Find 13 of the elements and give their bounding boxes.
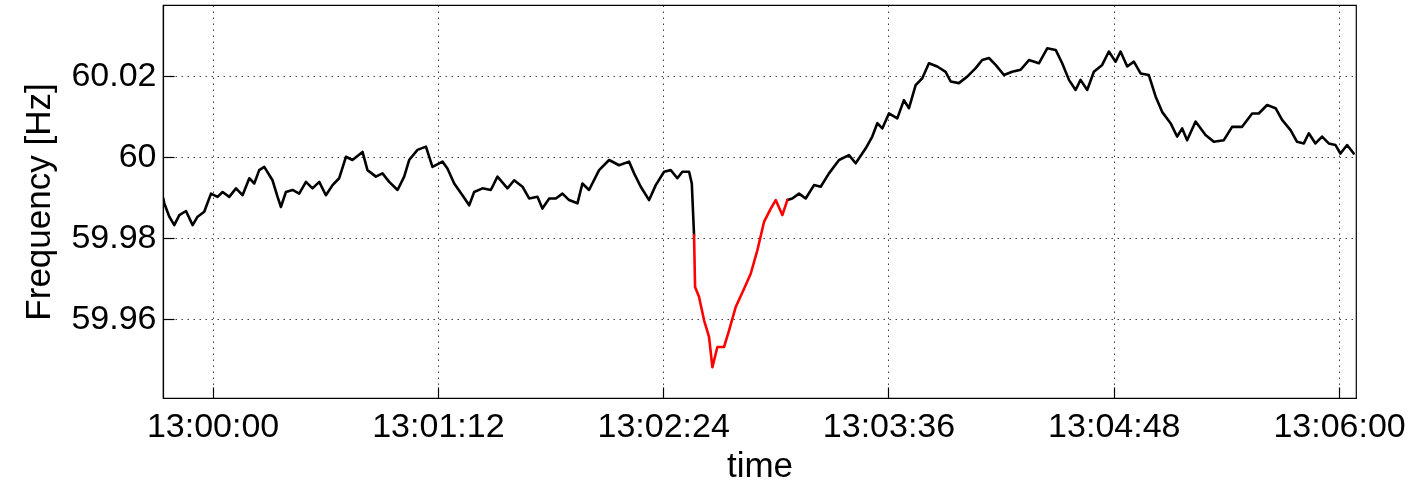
x-tick-label: 13:06:00 [1273, 405, 1406, 444]
y-axis-title: Frequency [Hz] [17, 83, 57, 321]
x-tick-label: 13:00:00 [146, 405, 280, 444]
x-axis-title: time [726, 444, 794, 484]
x-tick-label: 13:04:48 [1048, 405, 1181, 444]
y-tick-label: 59.98 [71, 217, 157, 256]
x-tick-label: 13:02:24 [597, 405, 730, 444]
y-tick-label: 59.96 [71, 298, 157, 337]
y-tick-label: 60 [118, 136, 157, 175]
x-tick-label: 13:01:12 [372, 405, 505, 444]
x-tick-label: 13:03:36 [822, 405, 956, 444]
y-tick-label: 60.02 [71, 55, 157, 94]
line-series [692, 198, 789, 369]
